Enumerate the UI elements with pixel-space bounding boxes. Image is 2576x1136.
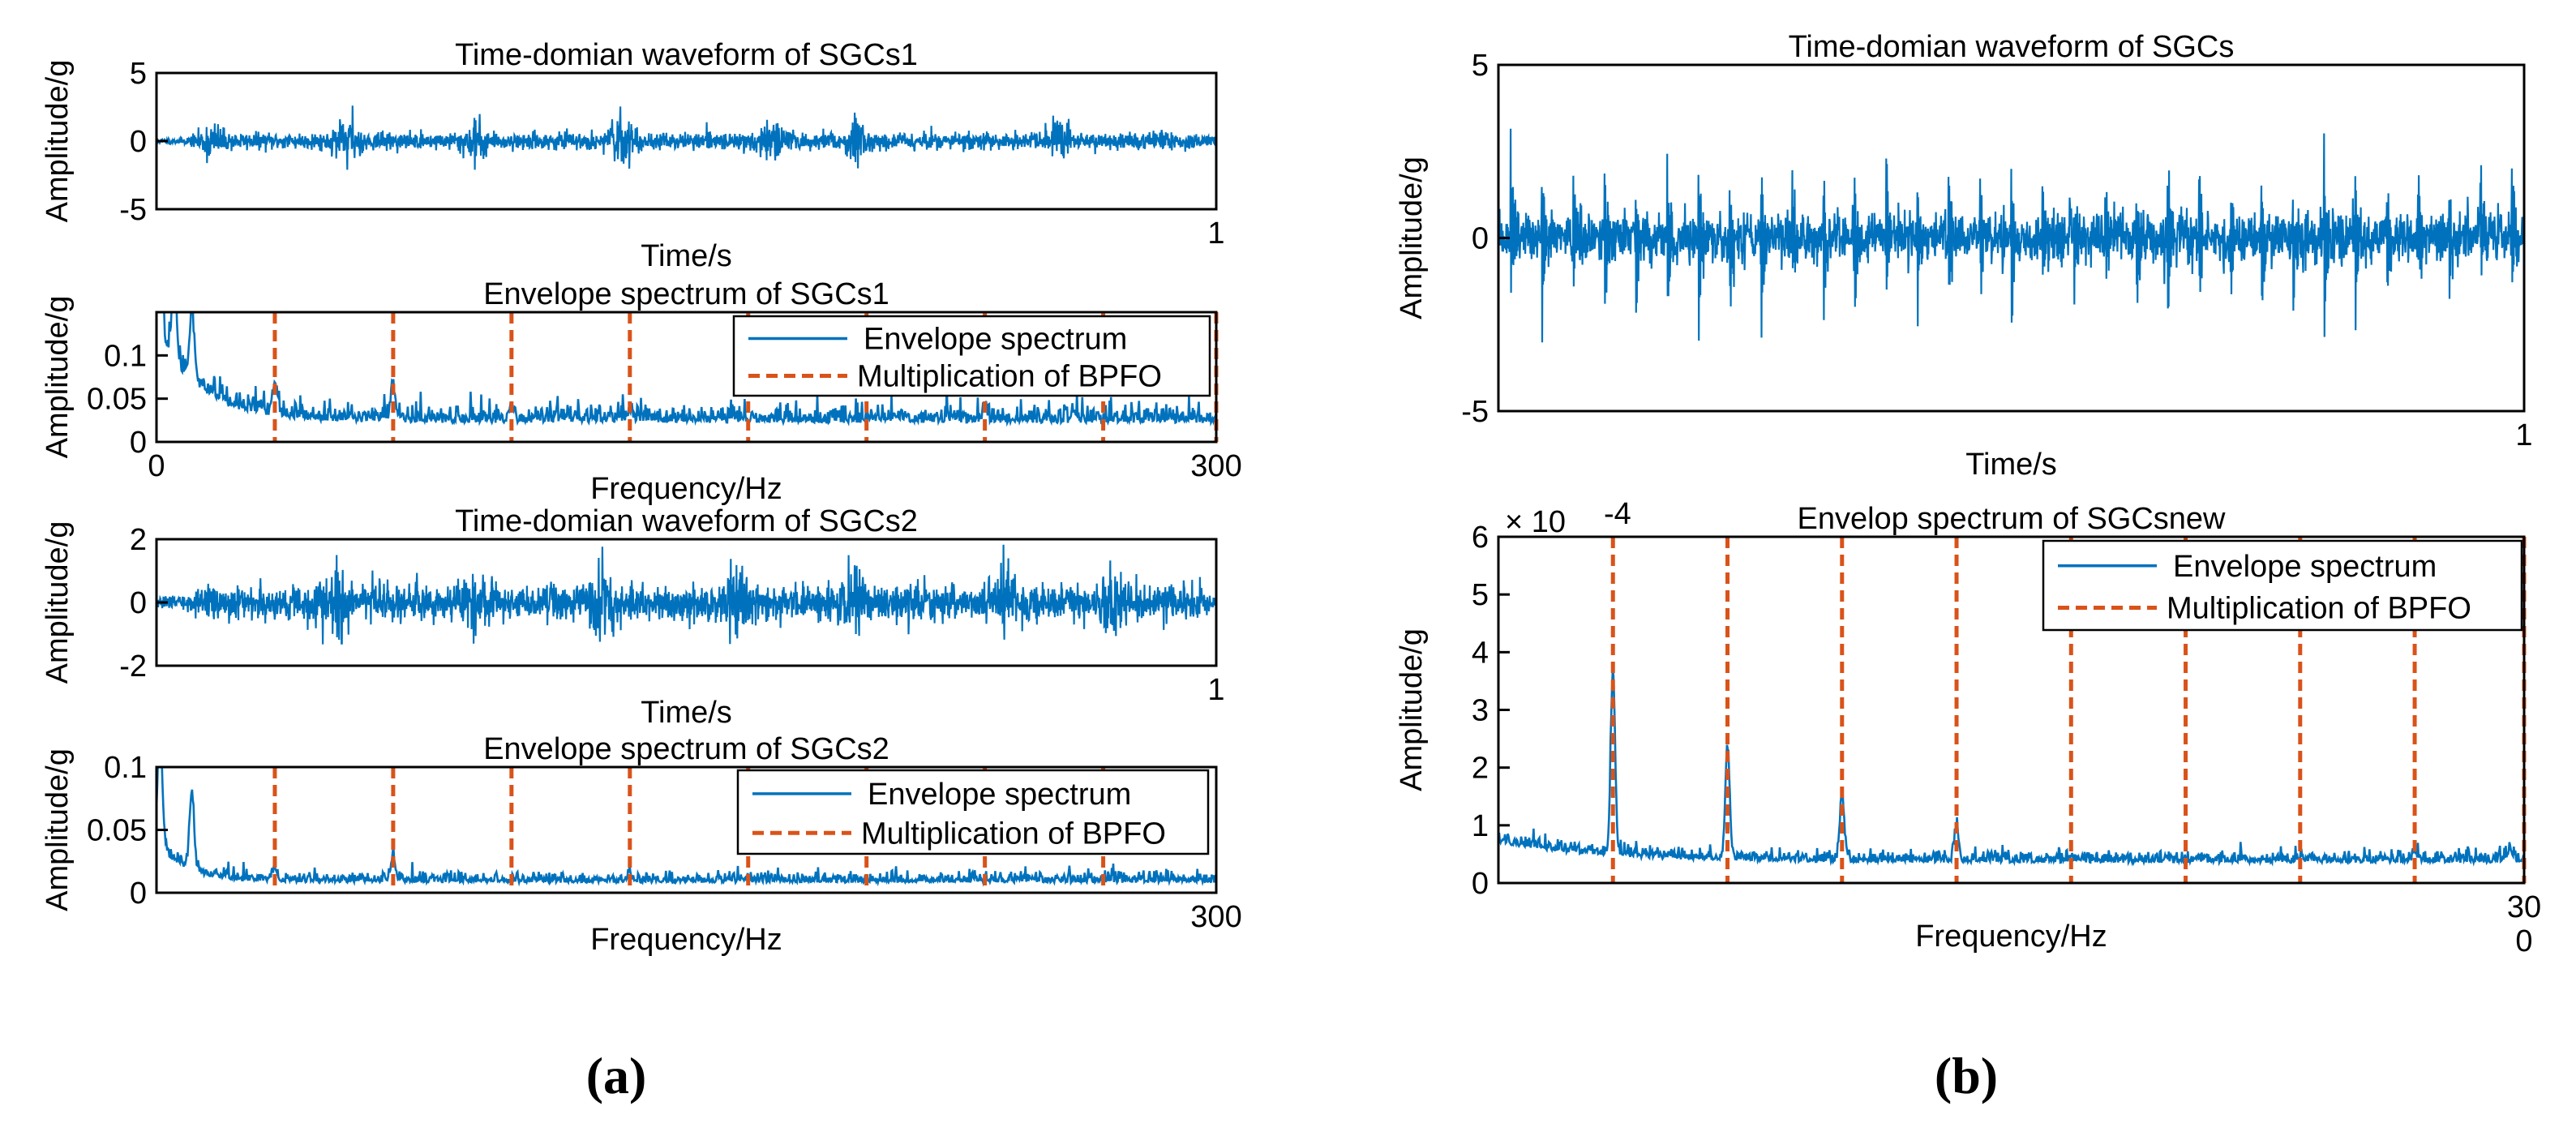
y-tick-label-a1-2: 5 xyxy=(130,57,147,91)
y-axis-label-b1: Amplitude/g xyxy=(1395,156,1429,319)
series-line-b2 xyxy=(1498,669,2524,867)
y-tick-label-b1-1: 0 xyxy=(1472,222,1489,256)
exponent-label-b2: × 10 xyxy=(1505,505,1566,539)
series-line-a4 xyxy=(156,767,1216,887)
y-axis-label-a4: Amplitude/g xyxy=(41,748,75,911)
y-tick-label-a3-0: -2 xyxy=(119,649,147,684)
chart-title-a2: Envelope spectrum of SGCs1 xyxy=(483,277,889,311)
x-axis-label-b1: Time/s xyxy=(1965,448,2057,482)
y-tick-label-b2-3: 3 xyxy=(1472,694,1489,728)
y-tick-label-b2-2: 2 xyxy=(1472,752,1489,786)
y-tick-label-a2-0: 0 xyxy=(130,426,147,460)
x-axis-label-a2: Frequency/Hz xyxy=(590,472,782,506)
y-tick-label-a3-1: 0 xyxy=(130,586,147,620)
y-tick-label-a4-1: 0.05 xyxy=(87,814,147,848)
exponent-value-b2: -4 xyxy=(1604,497,1631,531)
y-tick-label-b2-4: 4 xyxy=(1472,636,1489,670)
legend-label-signal-a4: Envelope spectrum xyxy=(868,778,1131,812)
y-tick-label-a3-2: 2 xyxy=(130,523,147,557)
series-line-a2 xyxy=(163,312,1216,427)
y-tick-label-b2-5: 5 xyxy=(1472,578,1489,612)
y-tick-label-a1-0: -5 xyxy=(119,193,147,227)
legend-a2: Envelope spectrum Multiplication of BPFO xyxy=(732,315,1211,397)
legend-label-signal-b2: Envelope spectrum xyxy=(2173,550,2437,584)
x-tick-label-a1-0: 1 xyxy=(1207,216,1224,251)
series-line-a3 xyxy=(156,544,1216,645)
x-tick-label-a2-1: 300 xyxy=(1190,449,1241,483)
caption-b: (b) xyxy=(1935,1047,1998,1104)
y-tick-label-b1-0: -5 xyxy=(1461,395,1489,429)
y-axis-label-b2: Amplitude/g xyxy=(1395,628,1429,791)
legend-label-signal-a2: Envelope spectrum xyxy=(864,322,1127,356)
legend-box-a2 xyxy=(732,315,1211,397)
x-tick-label-a2-0: 0 xyxy=(148,449,165,483)
y-tick-label-b2-1: 1 xyxy=(1472,809,1489,843)
y-tick-label-a4-2: 0.1 xyxy=(104,751,147,785)
chart-title-a4: Envelope spectrum of SGCs2 xyxy=(483,732,889,766)
x-axis-label-a4: Frequency/Hz xyxy=(590,923,782,957)
chart-a3: -2 0 2 1 Time-domian waveform of SGCs2 Time/s… xyxy=(41,504,1225,730)
chart-b1: -5 0 5 1 Time-domian waveform of SGCs Time/s A… xyxy=(1395,30,2533,482)
x-tick-label-b2-0: 30 xyxy=(2507,890,2541,924)
y-tick-label-b2-0: 0 xyxy=(1472,867,1489,901)
y-axis-label-a1: Amplitude/g xyxy=(41,60,75,223)
chart-title-b2: Envelop spectrum of SGCsnew xyxy=(1797,502,2226,536)
x-tick-overflow-b2: 0 xyxy=(2515,924,2532,958)
x-axis-label-a3: Time/s xyxy=(641,696,732,730)
caption-a: (a) xyxy=(586,1047,647,1104)
y-tick-label-b1-2: 5 xyxy=(1472,49,1489,83)
y-axis-label-a2: Amplitude/g xyxy=(41,296,75,459)
x-axis-label-a1: Time/s xyxy=(641,239,732,273)
x-tick-label-b1-0: 1 xyxy=(2515,418,2532,452)
legend-a4: Envelope spectrum Multiplication of BPFO xyxy=(736,769,1210,855)
x-tick-label-a4-0: 300 xyxy=(1190,900,1241,934)
legend-b2: Envelope spectrum Multiplication of BPFO xyxy=(2042,539,2523,632)
legend-label-harmonic-b2: Multiplication of BPFO xyxy=(2167,592,2471,626)
chart-a4: 0 0.05 0.1 300 Envelope spectrum of SGCs2 Fre… xyxy=(41,732,1242,957)
legend-box-a4 xyxy=(736,769,1210,855)
chart-title-b1: Time-domian waveform of SGCs xyxy=(1789,30,2235,64)
x-tick-label-a3-0: 1 xyxy=(1207,673,1224,707)
chart-a1: -5 0 5 1 Time-domian waveform of SGCs1 Time/s… xyxy=(41,38,1225,273)
chart-title-a1: Time-domian waveform of SGCs1 xyxy=(455,38,918,72)
chart-title-a3: Time-domian waveform of SGCs2 xyxy=(455,504,918,538)
legend-label-harmonic-a2: Multiplication of BPFO xyxy=(857,360,1162,394)
y-tick-label-a1-1: 0 xyxy=(130,125,147,159)
y-tick-label-b2-6: 6 xyxy=(1472,521,1489,555)
legend-label-harmonic-a4: Multiplication of BPFO xyxy=(861,817,1166,851)
y-tick-label-a2-1: 0.05 xyxy=(87,383,147,417)
y-tick-label-a4-0: 0 xyxy=(130,877,147,911)
series-line-a1 xyxy=(156,105,1216,170)
x-axis-label-b2: Frequency/Hz xyxy=(1915,920,2107,954)
y-axis-label-a3: Amplitude/g xyxy=(41,521,75,684)
axes-frame-a2 xyxy=(155,311,1218,444)
y-tick-label-a2-2: 0.1 xyxy=(104,339,147,373)
series-line-b1 xyxy=(1498,128,2524,343)
legend-box-b2 xyxy=(2042,539,2523,632)
